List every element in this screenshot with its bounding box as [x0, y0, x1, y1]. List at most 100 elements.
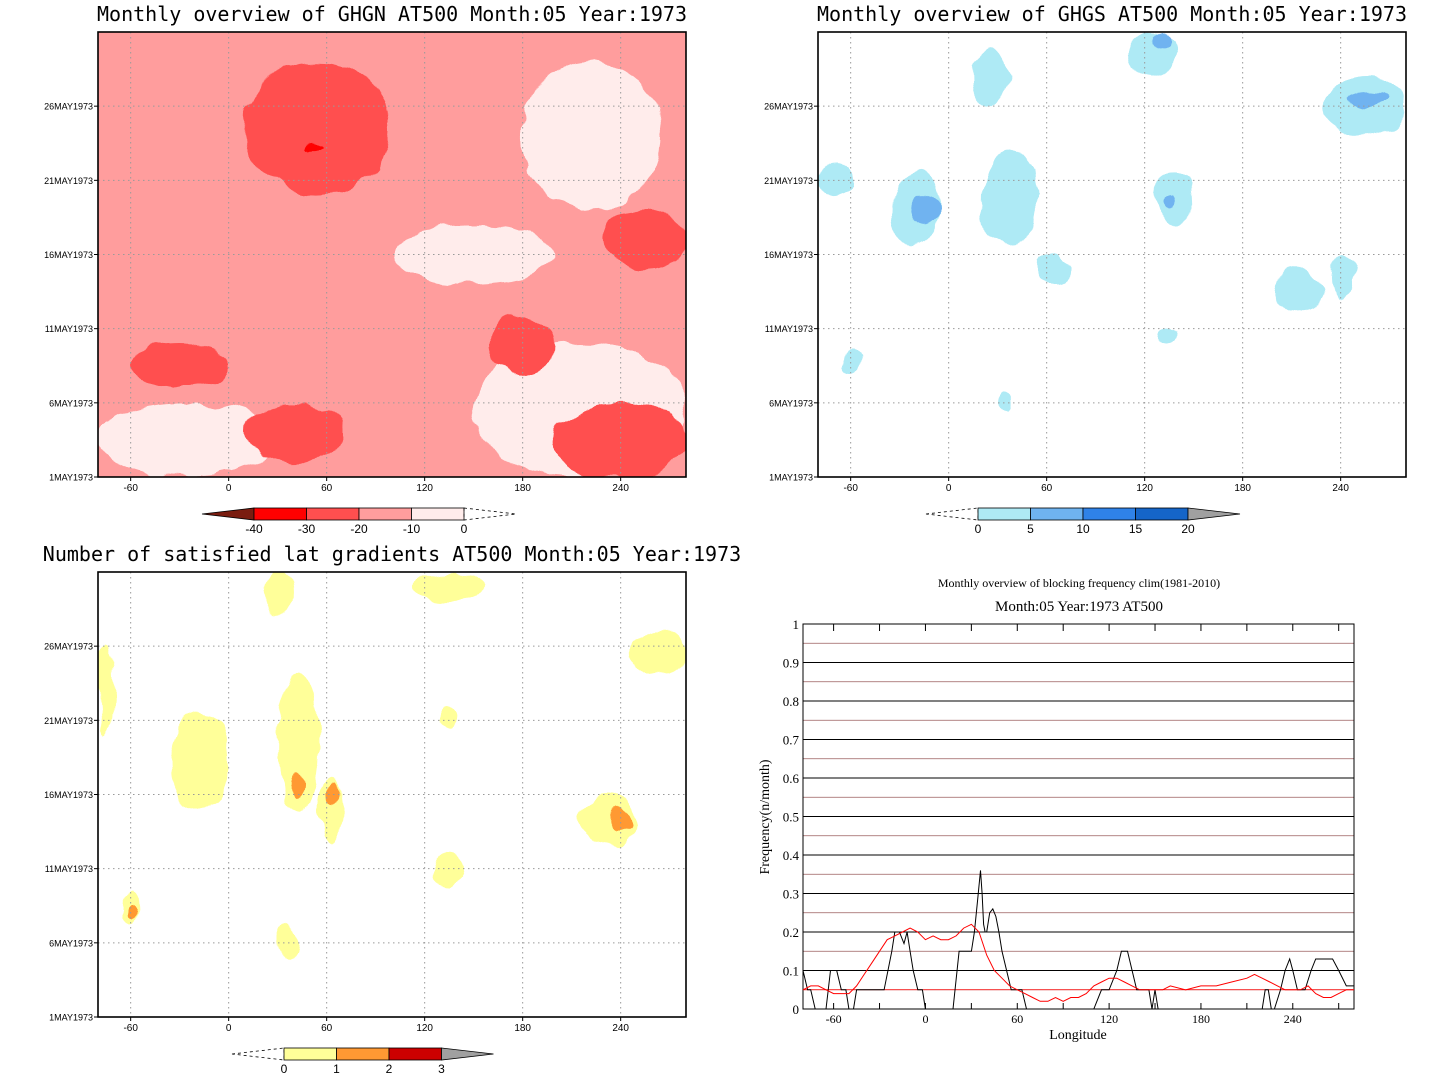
- x-tick-label: 0: [922, 1012, 928, 1026]
- gradients-colorbar: 0 1 2 3: [231, 1047, 494, 1076]
- ghgn-colorbar: -40 -30 -20 -10 0: [201, 507, 517, 536]
- y-tick-label: 26MAY1973: [764, 102, 813, 112]
- contour-region: [1152, 32, 1170, 47]
- blocking-plot-area: -60 0 60 120 180 240 0 0.1 0.2 0.3 0.4 0.5 0.6 0.7 0.8…: [783, 617, 1355, 1026]
- colorbar-segment: [283, 1047, 337, 1061]
- colorbar-tick-label: 0: [461, 522, 468, 536]
- grid-lines: [818, 32, 1406, 477]
- colorbar-segment: [1082, 507, 1136, 521]
- contour-region: [997, 388, 1014, 418]
- contour-region: [1128, 32, 1178, 77]
- y-tick-label: 21MAY1973: [764, 176, 813, 186]
- colorbar-segment: [253, 507, 307, 521]
- contour-region: [579, 794, 638, 847]
- colorbar-tick-label: 3: [438, 1062, 445, 1076]
- x-tick-label: 240: [612, 483, 629, 494]
- x-tick-label: -60: [826, 1012, 842, 1026]
- y-tick-label: 0.3: [783, 887, 799, 902]
- contour-fills: [98, 572, 686, 1017]
- contour-region: [981, 150, 1039, 248]
- y-tick-label: 26MAY1973: [44, 102, 93, 112]
- contour-region: [289, 772, 301, 802]
- colorbar-extension-high: [1187, 507, 1241, 521]
- ghgn-panel: Monthly overview of GHGN AT500 Month:05 …: [44, 2, 687, 536]
- contour-region: [628, 631, 686, 676]
- x-tick-label: 60: [1011, 1012, 1023, 1026]
- y-tick-label: 21MAY1973: [44, 716, 93, 726]
- gradients-plot-area: -60 0 60 120 180 240 1MAY1973 6MAY1973 11MAY1973…: [44, 571, 687, 1034]
- x-tick-label: 120: [1100, 1012, 1118, 1026]
- contour-region: [98, 402, 278, 477]
- contour-region: [907, 195, 941, 225]
- y-tick-label: 0.4: [783, 848, 800, 863]
- contour-region: [609, 809, 633, 832]
- y-tick-label: 0.9: [783, 656, 799, 671]
- x-tick-label: 180: [514, 1023, 531, 1034]
- colorbar-segment: [358, 507, 412, 521]
- contour-region: [302, 143, 327, 151]
- blocking-y-axis-label: Frequency(n/month): [758, 759, 773, 874]
- contour-region: [98, 646, 115, 736]
- x-tick-label: 0: [946, 483, 952, 494]
- contour-region: [1332, 254, 1357, 299]
- y-tick-label: 0.1: [783, 964, 799, 979]
- contour-region: [1152, 328, 1178, 344]
- contour-region: [245, 61, 392, 196]
- x-tick-label: 180: [1192, 1012, 1210, 1026]
- x-tick-label: 60: [321, 483, 333, 494]
- y-tick-label: 6MAY1973: [49, 938, 93, 948]
- blocking-frequency-panel: Monthly overview of blocking frequency c…: [758, 576, 1355, 1043]
- contour-region: [171, 712, 229, 810]
- colorbar-tick-label: 10: [1076, 522, 1090, 536]
- y-tick-label: 16MAY1973: [764, 250, 813, 260]
- contour-group: [818, 32, 1406, 418]
- colorbar-extension-low: [925, 507, 979, 521]
- y-tick-label: 16MAY1973: [44, 790, 93, 800]
- x-tick-label: 120: [416, 1023, 433, 1034]
- y-tick-label: 21MAY1973: [44, 176, 93, 186]
- contour-region: [555, 402, 686, 477]
- y-tick-label: 1MAY1973: [49, 1013, 93, 1023]
- x-tick-label: -60: [123, 1023, 138, 1034]
- colorbar-tick-label: 20: [1181, 522, 1195, 536]
- blocking-subtitle: Month:05 Year:1973 AT500: [995, 599, 1163, 615]
- ghgs-panel: Monthly overview of GHGS AT500 Month:05 …: [764, 2, 1407, 536]
- y-tick-label: 16MAY1973: [44, 250, 93, 260]
- ghgs-plot-area: -60 0 60 120 180 240 1MAY1973 6MAY1973 11MAY1973…: [764, 31, 1407, 494]
- contour-region: [416, 572, 482, 602]
- contour-region: [277, 675, 319, 817]
- plot-background: [818, 32, 1406, 477]
- colorbar-extension-low: [231, 1047, 285, 1061]
- contour-region: [1275, 269, 1325, 314]
- gradients-title: Number of satisfied lat gradients AT500 …: [43, 542, 741, 566]
- contour-group: [98, 32, 686, 477]
- contour-region: [127, 905, 138, 921]
- y-tick-label: 0.2: [783, 925, 799, 940]
- contour-region: [1038, 254, 1072, 285]
- x-tick-label: 60: [1041, 483, 1053, 494]
- blocking-x-axis-label: Longitude: [1049, 1028, 1107, 1043]
- contour-region: [261, 572, 294, 617]
- x-tick-label: 120: [1136, 483, 1153, 494]
- colorbar-tick-label: -20: [350, 522, 368, 536]
- contour-region: [1348, 91, 1390, 107]
- y-tick-label: 0.7: [783, 733, 800, 748]
- x-tick-label: 240: [612, 1023, 629, 1034]
- x-tick-label: 180: [1234, 483, 1251, 494]
- colorbar-segment: [1030, 507, 1084, 521]
- contour-region: [277, 920, 298, 958]
- y-tick-label: 0.8: [783, 694, 799, 709]
- contour-region: [1324, 76, 1406, 136]
- y-tick-label: 11MAY1973: [45, 864, 93, 874]
- colorbar-tick-label: 0: [975, 522, 982, 536]
- y-tick-label: 11MAY1973: [765, 324, 813, 334]
- gradients-panel: Number of satisfied lat gradients AT500 …: [43, 542, 741, 1076]
- y-tick-label: 0.5: [783, 810, 799, 825]
- contour-fills: [98, 32, 686, 477]
- colorbar-tick-label: 0: [281, 1062, 288, 1076]
- x-tick-label: -60: [843, 483, 858, 494]
- x-tick-label: 0: [226, 1023, 232, 1034]
- colorbar-tick-label: -30: [298, 522, 316, 536]
- x-tick-label: 120: [416, 483, 433, 494]
